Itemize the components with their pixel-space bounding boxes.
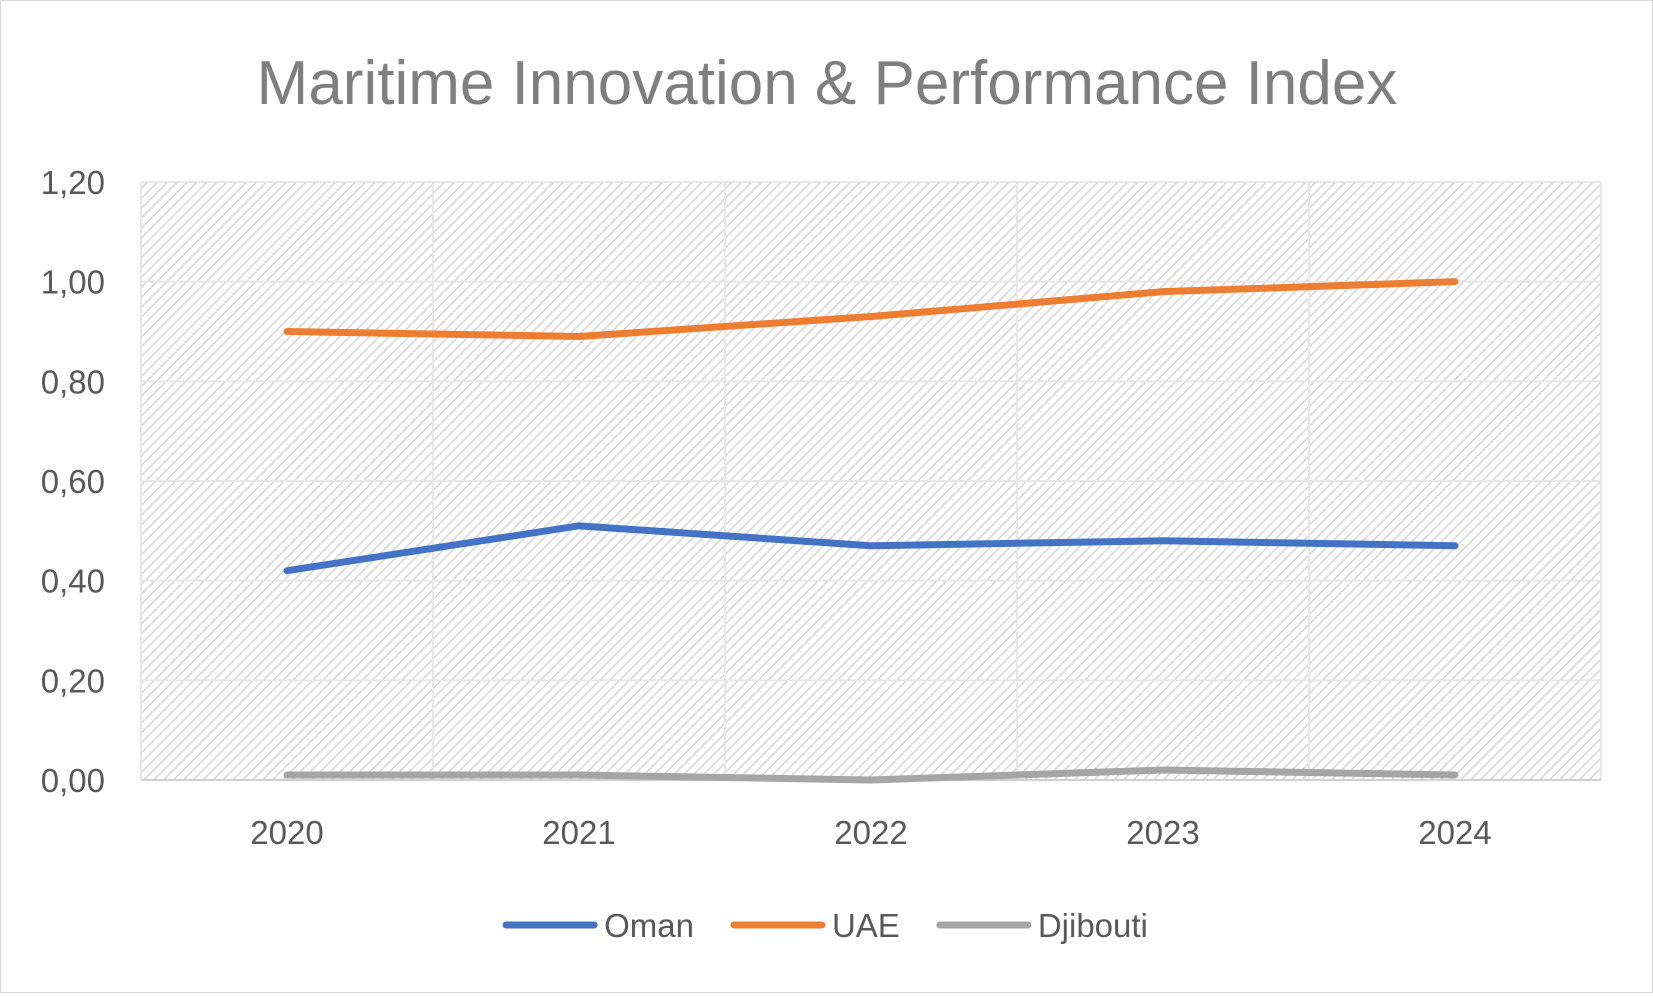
series-line-djibouti — [283, 766, 1459, 784]
legend: Oman UAE Djibouti — [502, 907, 1148, 944]
x-tick-label: 2024 — [1418, 814, 1491, 851]
legend-label-oman: Oman — [604, 907, 694, 944]
x-axis: 2020 2021 2022 2023 2024 — [250, 814, 1491, 851]
x-tick-label: 2023 — [1126, 814, 1199, 851]
y-tick-label: 1,20 — [41, 164, 105, 201]
series-lines — [283, 278, 1459, 784]
y-tick-label: 0,00 — [41, 762, 105, 799]
series-line-uae — [283, 278, 1459, 340]
y-tick-label: 0,80 — [41, 363, 105, 400]
x-tick-label: 2022 — [834, 814, 907, 851]
legend-label-djibouti: Djibouti — [1038, 907, 1148, 944]
y-tick-label: 0,40 — [41, 563, 105, 600]
series-line-oman — [283, 522, 1459, 575]
chart-title: Maritime Innovation & Performance Index — [257, 49, 1398, 118]
y-axis: 0,00 0,20 0,40 0,60 0,80 1,00 1,20 — [41, 164, 105, 799]
y-tick-label: 0,20 — [41, 662, 105, 699]
x-tick-label: 2021 — [542, 814, 615, 851]
y-tick-label: 1,00 — [41, 264, 105, 301]
y-tick-label: 0,60 — [41, 463, 105, 500]
x-tick-label: 2020 — [250, 814, 323, 851]
legend-label-uae: UAE — [832, 907, 900, 944]
